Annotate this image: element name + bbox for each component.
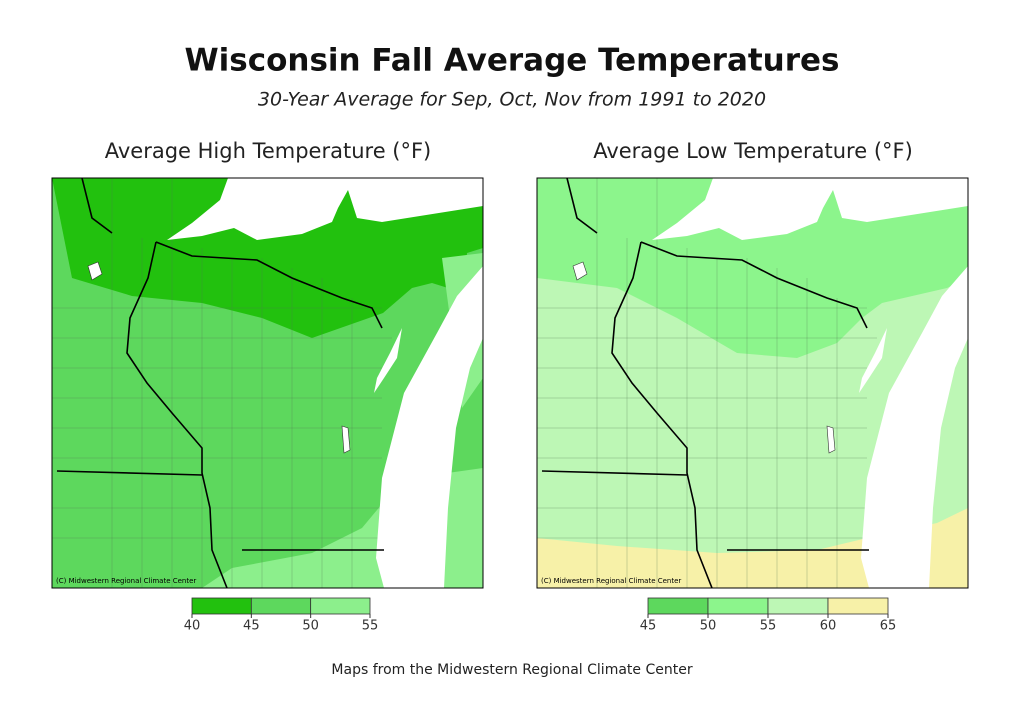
map-title: Average High Temperature (°F) — [105, 139, 432, 163]
map-title: Average Low Temperature (°F) — [593, 139, 913, 163]
map: (C) Midwestern Regional Climate Center — [51, 177, 484, 589]
credit: (C) Midwestern Regional Climate Center — [56, 577, 196, 585]
map: (C) Midwestern Regional Climate Center — [536, 177, 969, 589]
legend-label: 50 — [302, 619, 319, 634]
legend-swatch — [250, 597, 312, 615]
legend-swatch — [191, 597, 252, 615]
legend-swatch — [647, 597, 709, 615]
subtitle: 30-Year Average for Sep, Oct, Nov from 1… — [258, 89, 766, 111]
legends: 40 45 50 55 45 50 55 60 65 — [184, 597, 897, 634]
legend-label: 65 — [880, 619, 897, 634]
legend-label: 55 — [362, 619, 379, 634]
credit: (C) Midwestern Regional Climate Center — [541, 577, 681, 585]
title: Wisconsin Fall Average Temperatures — [184, 43, 839, 79]
zone — [537, 508, 968, 588]
footer: Maps from the Midwestern Regional Climat… — [331, 662, 692, 678]
legend-label: 40 — [184, 619, 201, 634]
map-frame — [51, 177, 484, 589]
legend-swatch — [767, 597, 829, 615]
legend-swatch — [310, 597, 371, 615]
legend-swatch — [827, 597, 889, 615]
legend-label: 45 — [640, 619, 657, 634]
map-frame — [536, 177, 969, 589]
legend-swatch — [707, 597, 769, 615]
zone — [52, 178, 72, 278]
legend-label: 55 — [760, 619, 777, 634]
legend-label: 60 — [820, 619, 837, 634]
legend-label: 50 — [700, 619, 717, 634]
legend-label: 45 — [243, 619, 260, 634]
